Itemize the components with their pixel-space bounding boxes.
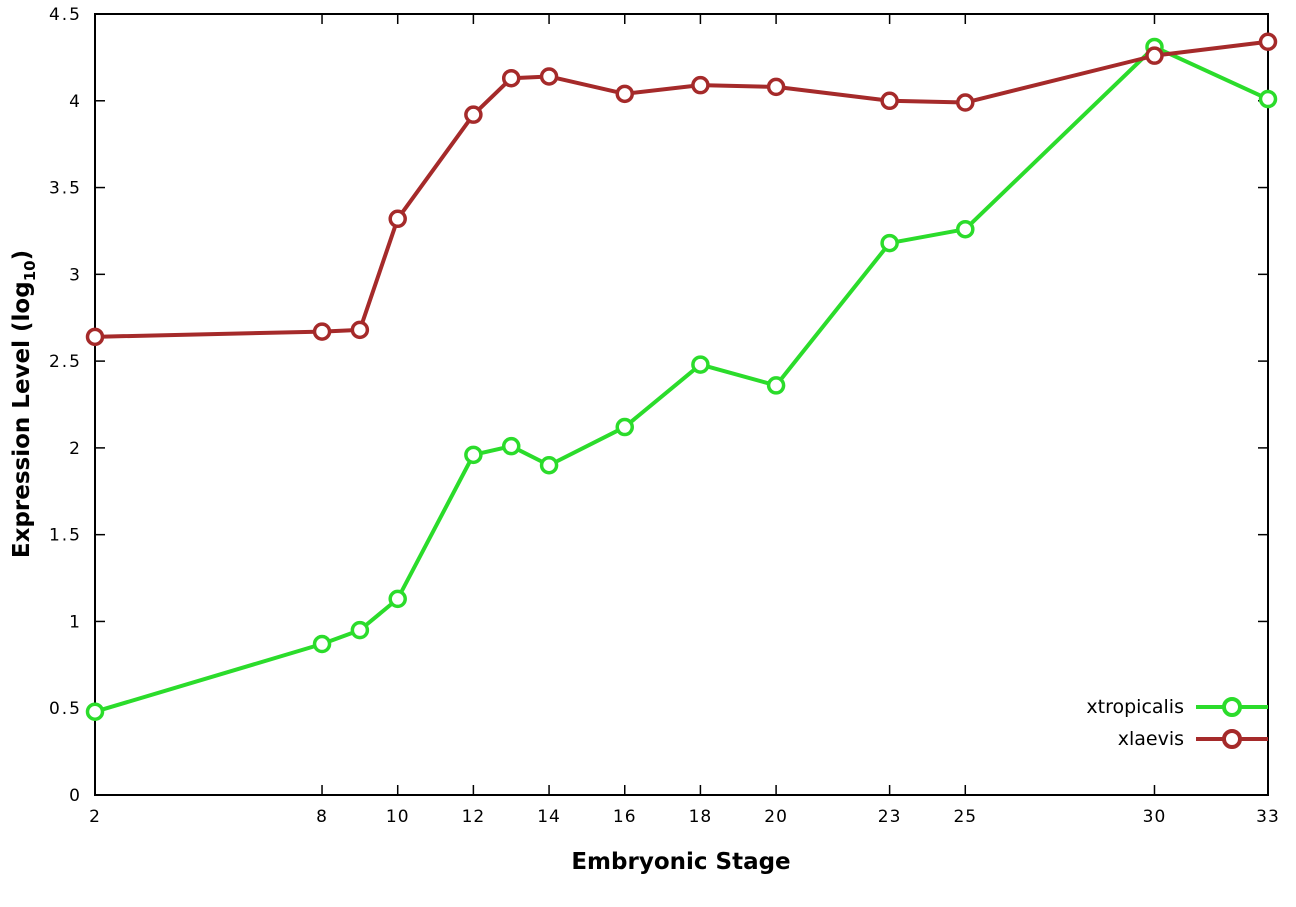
x-tick-label: 8: [316, 807, 328, 827]
marker-xtropicalis: [350, 620, 370, 640]
marker-xtropicalis: [956, 219, 975, 239]
marker-xlaevis: [388, 209, 407, 229]
marker-xtropicalis: [880, 233, 899, 253]
y-axis-label-end: ): [9, 249, 35, 261]
marker-xtropicalis: [464, 445, 483, 465]
y-tick-label: 2.5: [49, 352, 82, 372]
series-line-xlaevis: [93, 39, 1270, 339]
legend-sample-xlaevis: [1196, 729, 1268, 749]
legend-label-xtropicalis: xtropicalis: [1086, 696, 1184, 718]
x-tick-label: 20: [764, 807, 788, 827]
marker-xlaevis: [691, 75, 710, 95]
x-tick-label: 23: [878, 807, 902, 827]
legend-item-xlaevis: xlaevis: [1086, 723, 1268, 755]
marker-xlaevis: [1258, 32, 1278, 52]
marker-xtropicalis: [1258, 89, 1278, 109]
legend-marker-xtropicalis: [1222, 697, 1242, 717]
y-tick-label: 4: [69, 92, 82, 112]
legend-item-xtropicalis: xtropicalis: [1086, 691, 1268, 723]
x-tick-label: 30: [1143, 807, 1167, 827]
x-tick-label: 14: [537, 807, 561, 827]
legend-marker-xlaevis: [1222, 729, 1242, 749]
marker-xtropicalis: [691, 355, 710, 374]
marker-xlaevis: [615, 84, 634, 104]
marker-xlaevis: [956, 93, 975, 112]
x-tick-label: 18: [689, 807, 713, 827]
x-tick-label: 25: [953, 807, 977, 827]
marker-xtropicalis: [615, 417, 634, 437]
marker-xlaevis: [501, 68, 521, 88]
legend: xtropicalis xlaevis: [1086, 691, 1268, 755]
y-axis-label: Expression Level (log10): [9, 250, 39, 558]
marker-xtropicalis: [85, 702, 105, 721]
marker-xlaevis: [464, 105, 483, 124]
series-line-xtropicalis: [93, 44, 1270, 714]
marker-xlaevis: [312, 322, 332, 341]
marker-xtropicalis: [388, 589, 407, 609]
y-tick-label: 3: [69, 265, 82, 285]
x-tick-label: 16: [613, 807, 637, 827]
marker-xlaevis: [85, 327, 105, 347]
y-tick-label: 1: [69, 612, 82, 632]
marker-xlaevis: [766, 77, 786, 97]
y-axis-label-main: Expression Level (log: [9, 281, 35, 559]
y-tick-label: 4.5: [49, 5, 82, 25]
marker-xtropicalis: [312, 634, 332, 654]
marker-xtropicalis: [539, 455, 559, 475]
x-tick-label: 10: [386, 807, 410, 827]
marker-xlaevis: [539, 67, 559, 86]
y-tick-label: 1.5: [49, 526, 82, 546]
marker-xlaevis: [880, 91, 899, 111]
x-tick-label: 33: [1256, 807, 1280, 827]
y-tick-label: 3.5: [49, 179, 82, 199]
y-axis-label-subscript: 10: [21, 260, 39, 282]
y-tick-label: 0: [69, 786, 82, 806]
x-tick-label: 2: [89, 807, 101, 827]
marker-xlaevis: [350, 320, 370, 340]
y-tick-label: 0.5: [49, 699, 82, 719]
marker-xlaevis: [1145, 46, 1164, 65]
legend-label-xlaevis: xlaevis: [1117, 728, 1184, 750]
marker-xtropicalis: [766, 376, 786, 395]
plot-border: [94, 13, 1269, 796]
x-axis-label: Embryonic Stage: [571, 849, 791, 875]
y-tick-label: 2: [69, 439, 82, 459]
marker-xtropicalis: [501, 436, 521, 456]
x-tick-label: 12: [462, 807, 486, 827]
legend-sample-xtropicalis: [1196, 697, 1268, 717]
